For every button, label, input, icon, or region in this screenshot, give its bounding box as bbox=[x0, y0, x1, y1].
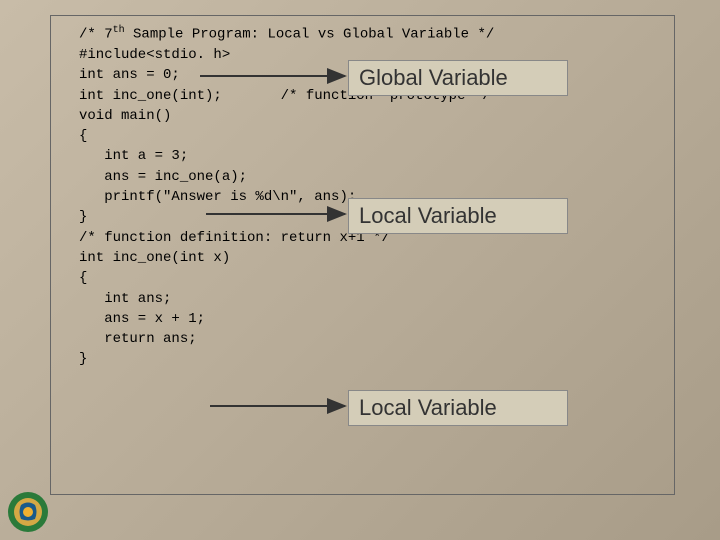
logo-icon bbox=[6, 490, 50, 534]
code-line-16: { bbox=[51, 268, 674, 288]
callout-local1-text: Local Variable bbox=[359, 203, 497, 228]
code-line-15: int inc_one(int x) bbox=[51, 248, 674, 268]
l1-pre: /* 7 bbox=[79, 27, 113, 43]
code-line-10: ans = inc_one(a); bbox=[51, 167, 674, 187]
code-line-7: void main() bbox=[51, 106, 674, 126]
code-line-8: { bbox=[51, 126, 674, 146]
l1-sup: th bbox=[113, 25, 125, 36]
callout-global: Global Variable bbox=[348, 60, 568, 96]
callout-local-2: Local Variable bbox=[348, 390, 568, 426]
code-line-17: int ans; bbox=[51, 289, 674, 309]
l1-post: Sample Program: Local vs Global Variable… bbox=[125, 27, 495, 43]
code-line-20: } bbox=[51, 349, 674, 369]
callout-global-text: Global Variable bbox=[359, 65, 508, 90]
code-line-9: int a = 3; bbox=[51, 146, 674, 166]
code-line-1: /* 7th Sample Program: Local vs Global V… bbox=[51, 24, 674, 45]
callout-local2-text: Local Variable bbox=[359, 395, 497, 420]
code-line-18: ans = x + 1; bbox=[51, 309, 674, 329]
l5a: int inc_one(int); bbox=[79, 88, 222, 104]
callout-local-1: Local Variable bbox=[348, 198, 568, 234]
code-line-19: return ans; bbox=[51, 329, 674, 349]
